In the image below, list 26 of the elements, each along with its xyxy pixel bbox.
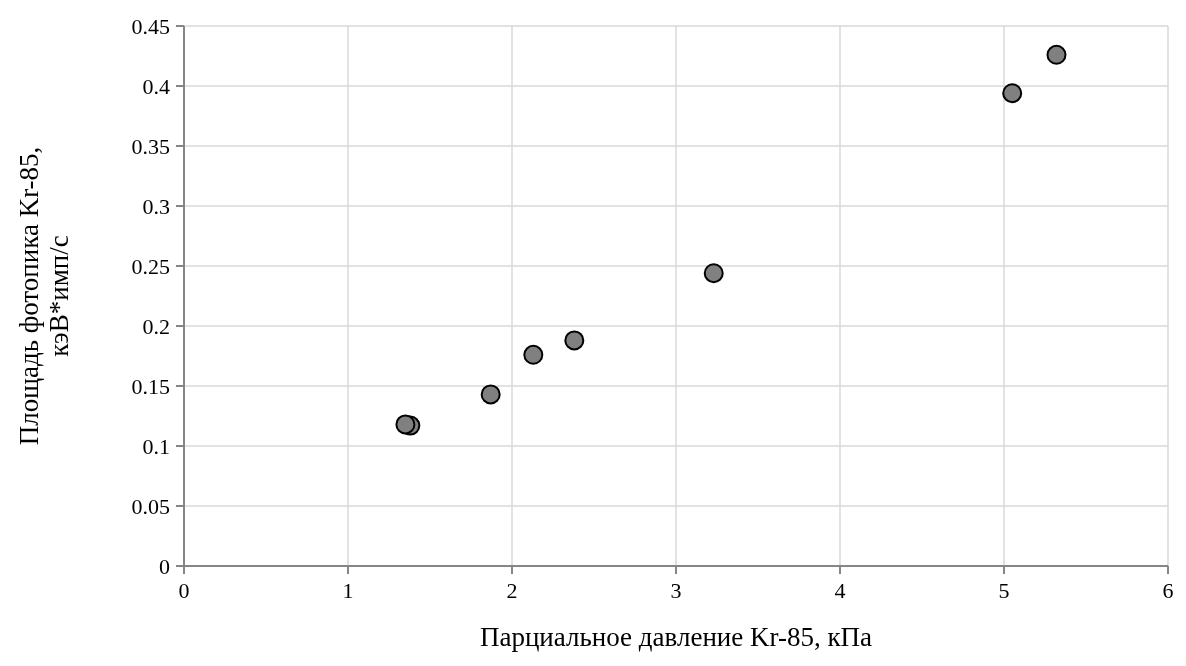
y-tick-label: 0.3 xyxy=(142,193,170,219)
y-tick-label: 0.35 xyxy=(131,133,170,159)
x-tick-label: 2 xyxy=(506,578,518,603)
point xyxy=(395,414,416,435)
y-axis-title: Площадь фотопика Kr-85, кэВ*имп/с xyxy=(14,146,74,446)
y-tick-label: 0.05 xyxy=(131,493,170,519)
x-tick-label: 4 xyxy=(834,578,846,603)
y-tick-label: 0.25 xyxy=(131,253,170,279)
point xyxy=(564,330,585,351)
x-tick-label: 1 xyxy=(342,578,354,603)
y-tick-label: 0.15 xyxy=(131,373,170,399)
point xyxy=(703,263,724,284)
point xyxy=(1002,83,1023,104)
point xyxy=(480,384,501,405)
y-tick-label: 0 xyxy=(159,553,170,579)
y-tick-label: 0.1 xyxy=(142,433,170,459)
x-tick-label: 3 xyxy=(670,578,682,603)
x-tick-label: 6 xyxy=(1162,578,1174,603)
point xyxy=(523,344,544,365)
point xyxy=(1046,44,1067,65)
x-tick-label: 0 xyxy=(178,578,190,603)
x-axis-title: Парциальное давление Kr-85, кПа xyxy=(479,622,873,652)
x-tick-label: 5 xyxy=(998,578,1010,603)
y-tick-label: 0.2 xyxy=(142,313,170,339)
y-tick-label: 0.4 xyxy=(142,73,170,99)
y-tick-label: 0.45 xyxy=(131,13,170,39)
